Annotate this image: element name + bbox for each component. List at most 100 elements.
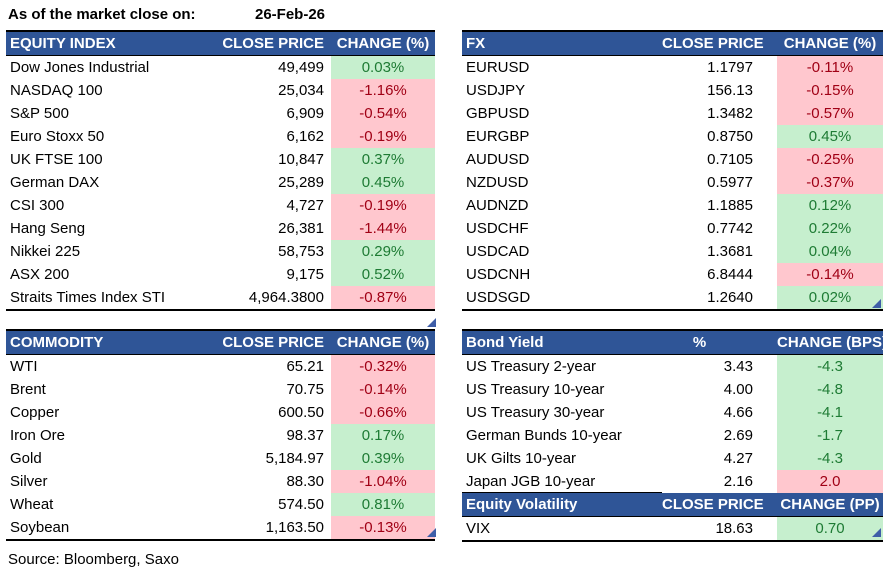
- table-row: Soybean 1,163.50 -0.13%: [6, 516, 435, 539]
- change-value: -1.44%: [331, 217, 435, 240]
- change-value: -0.19%: [331, 125, 435, 148]
- close-value: 10,847: [278, 151, 324, 168]
- instrument-name: Euro Stoxx 50: [10, 128, 105, 145]
- instrument-name: AUDNZD: [466, 197, 529, 214]
- close-value: 4.00: [723, 381, 753, 398]
- close-value: 18.63: [715, 520, 753, 537]
- change-value: -0.25%: [777, 148, 883, 171]
- instrument-name: GBPUSD: [466, 105, 530, 122]
- instrument-name: USDCHF: [466, 220, 529, 237]
- instrument-name: EURUSD: [466, 59, 530, 76]
- column-header-close-price: CLOSE PRICE: [662, 35, 764, 52]
- table-row: UK Gilts 10-year 4.27 -4.3: [462, 447, 883, 470]
- instrument-name: Gold: [10, 450, 42, 467]
- change-value: 0.45%: [331, 171, 435, 194]
- change-value: -0.14%: [331, 378, 435, 401]
- instrument-name: Straits Times Index STI: [10, 289, 166, 306]
- table-corner-icon: [427, 528, 436, 537]
- column-header-percent: %: [692, 334, 707, 351]
- instrument-name: NASDAQ 100: [10, 82, 103, 99]
- table-corner-icon: [427, 318, 436, 327]
- instrument-name: WTI: [10, 358, 38, 375]
- table-row: Japan JGB 10-year 2.16 2.0: [462, 470, 883, 493]
- close-value: 1.1885: [707, 197, 753, 214]
- close-value: 156.13: [707, 82, 753, 99]
- change-value: -0.19%: [331, 194, 435, 217]
- change-value: 0.37%: [331, 148, 435, 171]
- table-row: EURUSD 1.1797 -0.11%: [462, 56, 883, 79]
- close-value: 70.75: [286, 381, 324, 398]
- table-row: US Treasury 2-year 3.43 -4.3: [462, 355, 883, 378]
- change-value: -4.3: [777, 355, 883, 378]
- as-of-date: 26-Feb-26: [255, 6, 326, 23]
- fx-table: FX CLOSE PRICE CHANGE (%) EURUSD 1.1797 -0…: [462, 30, 883, 311]
- equity-volatility-header-row: Equity Volatility CLOSE PRICE CHANGE (PP…: [462, 493, 883, 517]
- equity-volatility-body: VIX 18.63 0.70: [462, 517, 883, 540]
- instrument-name: USDCAD: [466, 243, 530, 260]
- instrument-name: US Treasury 2-year: [466, 358, 597, 375]
- close-value: 1.3482: [707, 105, 753, 122]
- table-row: AUDNZD 1.1885 0.12%: [462, 194, 883, 217]
- change-value: -4.8: [777, 378, 883, 401]
- change-value: -0.32%: [331, 355, 435, 378]
- change-value: -0.87%: [331, 286, 435, 309]
- close-value: 5,184.97: [265, 450, 324, 467]
- instrument-name: UK FTSE 100: [10, 151, 103, 168]
- table-row: Iron Ore 98.37 0.17%: [6, 424, 435, 447]
- instrument-name: US Treasury 10-year: [466, 381, 605, 398]
- change-value: -0.66%: [331, 401, 435, 424]
- change-value: -1.04%: [331, 470, 435, 493]
- close-value: 1,163.50: [265, 519, 324, 536]
- change-value: 0.12%: [777, 194, 883, 217]
- instrument-name: USDCNH: [466, 266, 531, 283]
- column-header-change-pct: CHANGE (%): [783, 35, 877, 52]
- column-header-equity-volatility: Equity Volatility: [466, 496, 578, 513]
- change-value: 0.39%: [331, 447, 435, 470]
- column-header-fx: FX: [466, 35, 486, 52]
- table-row: German DAX 25,289 0.45%: [6, 171, 435, 194]
- close-value: 25,034: [278, 82, 324, 99]
- table-row: USDCNH 6.8444 -0.14%: [462, 263, 883, 286]
- instrument-name: ASX 200: [10, 266, 70, 283]
- close-value: 6,909: [286, 105, 324, 122]
- source-note: Source: Bloomberg, Saxo: [8, 551, 179, 568]
- column-header-equity-index: EQUITY INDEX: [10, 35, 116, 52]
- instrument-name: USDSGD: [466, 289, 531, 306]
- fx-body: EURUSD 1.1797 -0.11% USDJPY 156.13 -0.15% GBPU…: [462, 56, 883, 309]
- close-value: 6.8444: [707, 266, 753, 283]
- change-value: 2.0: [777, 470, 883, 493]
- instrument-name: Japan JGB 10-year: [462, 470, 662, 493]
- table-row: Euro Stoxx 50 6,162 -0.19%: [6, 125, 435, 148]
- column-header-close-price: CLOSE PRICE: [662, 496, 764, 513]
- change-value: -0.37%: [777, 171, 883, 194]
- instrument-name: German Bunds 10-year: [466, 427, 622, 444]
- change-value: -1.7: [777, 424, 883, 447]
- table-row: VIX 18.63 0.70: [462, 517, 883, 540]
- change-value: -4.1: [777, 401, 883, 424]
- as-of-label: As of the market close on:: [8, 6, 196, 23]
- instrument-name: Nikkei 225: [10, 243, 81, 260]
- instrument-name: Brent: [10, 381, 46, 398]
- column-header-change-pp: CHANGE (PP): [780, 496, 880, 513]
- close-value: 98.37: [286, 427, 324, 444]
- change-value: -0.54%: [331, 102, 435, 125]
- change-value: -0.14%: [777, 263, 883, 286]
- table-row: WTI 65.21 -0.32%: [6, 355, 435, 378]
- close-value: 65.21: [286, 358, 324, 375]
- table-row: GBPUSD 1.3482 -0.57%: [462, 102, 883, 125]
- close-value: 0.7742: [707, 220, 753, 237]
- change-value: 0.04%: [777, 240, 883, 263]
- table-row: NASDAQ 100 25,034 -1.16%: [6, 79, 435, 102]
- table-row: CSI 300 4,727 -0.19%: [6, 194, 435, 217]
- change-value: 0.03%: [331, 56, 435, 79]
- instrument-name: Dow Jones Industrial: [10, 59, 150, 76]
- column-header-close-price: CLOSE PRICE: [222, 35, 324, 52]
- equity-index-table: EQUITY INDEX CLOSE PRICE CHANGE (%) Dow …: [6, 30, 435, 311]
- table-row: EURGBP 0.8750 0.45%: [462, 125, 883, 148]
- column-header-change-pct: CHANGE (%): [336, 334, 430, 351]
- close-value: 0.8750: [707, 128, 753, 145]
- table-row: USDJPY 156.13 -0.15%: [462, 79, 883, 102]
- table-corner-icon: [872, 299, 881, 308]
- change-value: 0.22%: [777, 217, 883, 240]
